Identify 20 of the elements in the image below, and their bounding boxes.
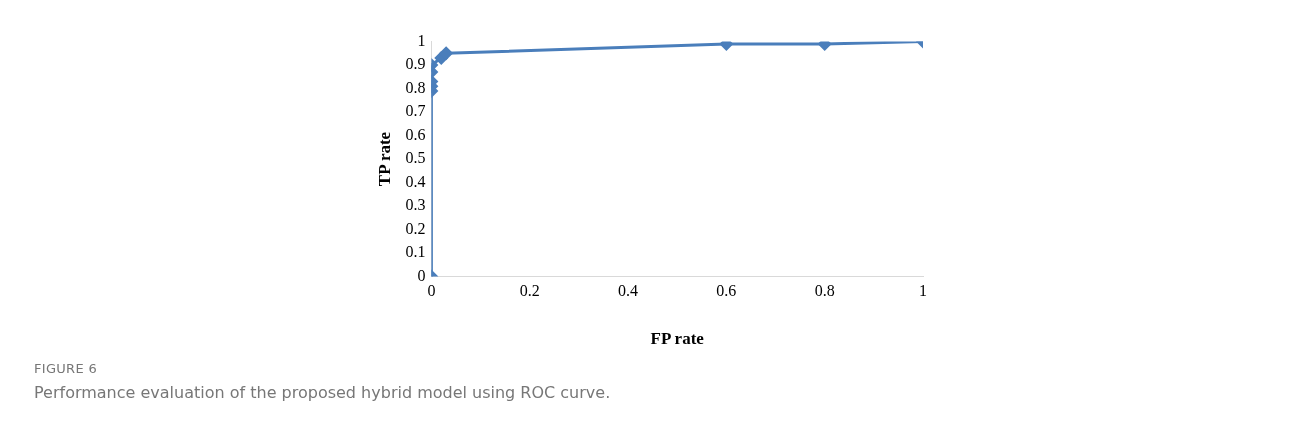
y-tick-label: 0.8 xyxy=(405,78,426,96)
y-tick-label: 0.1 xyxy=(405,243,426,261)
x-tick-label: 0.6 xyxy=(716,282,737,300)
caption: FIGURE 6 xyxy=(34,361,97,376)
y-tick-label: 0.6 xyxy=(405,125,426,143)
y-tick-label: 1 xyxy=(417,31,426,49)
x-tick-label: 0.2 xyxy=(519,282,540,300)
x-tick-label: 1 xyxy=(919,282,927,300)
y-tick-label: 0.7 xyxy=(405,102,426,120)
y-tick-label: 0.2 xyxy=(405,219,426,237)
y-tick-label: 0.5 xyxy=(405,149,426,167)
y-tick-label: 0.4 xyxy=(405,172,426,190)
y-axis-title: TP rate xyxy=(374,131,394,187)
text: Performance evaluation of the proposed hybrid model using ROC curve. xyxy=(34,383,611,402)
x-tick-label: 0.4 xyxy=(618,282,639,300)
y-tick-label: 0 xyxy=(417,266,426,284)
x-tick-label: 0.8 xyxy=(814,282,835,300)
x-axis-title: FP rate xyxy=(650,329,705,349)
y-tick-label: 0.9 xyxy=(405,55,426,73)
y-tick-label: 0.3 xyxy=(405,196,426,214)
